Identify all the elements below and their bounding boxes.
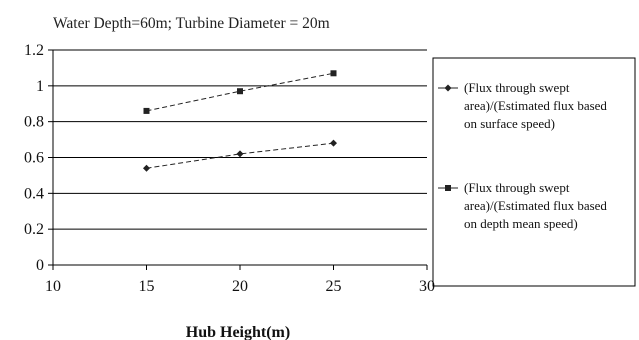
- y-tick-label-5: 1: [36, 78, 44, 95]
- series-0-point-1: [236, 150, 244, 158]
- legend-label-0-line-2: on surface speed): [464, 116, 555, 131]
- series-1-point-1: [237, 88, 243, 95]
- x-axis-label: Hub Height(m): [186, 324, 290, 340]
- axis-layer: 0 0.2 0.4 0.6 0.8 1 1.2 10 15 20 25 30: [24, 42, 435, 295]
- legend-label-0-line-1: area)/(Estimated flux based: [464, 98, 607, 113]
- legend-label-1-line-0: (Flux through swept: [464, 180, 570, 195]
- legend-item-1: (Flux through swept area)/(Estimated flux…: [438, 180, 607, 231]
- legend-box: [432, 57, 636, 287]
- legend: (Flux through swept area)/(Estimated flux…: [432, 57, 636, 287]
- series-0-point-0: [143, 164, 150, 172]
- y-tick-label-4: 0.8: [24, 114, 44, 131]
- legend-swatch-marker-0: [444, 84, 452, 92]
- y-tick-label-1: 0.2: [24, 221, 44, 238]
- y-tick-label-2: 0.4: [24, 185, 44, 202]
- y-tick-label-6: 1.2: [24, 42, 44, 59]
- legend-label-1-line-2: on depth mean speed): [464, 216, 578, 231]
- legend-label-1-line-1: area)/(Estimated flux based: [464, 198, 607, 213]
- y-tick-label-0: 0: [36, 257, 44, 274]
- x-tick-label-0: 10: [45, 278, 61, 295]
- chart-title: Water Depth=60m; Turbine Diameter = 20m: [53, 15, 330, 32]
- series-layer: [143, 70, 337, 172]
- series-1-point-2: [330, 70, 337, 77]
- series-0-point-2: [330, 139, 337, 147]
- legend-label-0-line-0: (Flux through swept: [464, 80, 570, 95]
- x-tick-label-3: 25: [326, 278, 342, 295]
- x-tick-label-4: 30: [419, 278, 435, 295]
- legend-items: (Flux through swept area)/(Estimated flux…: [438, 80, 607, 231]
- y-tick-label-3: 0.6: [24, 150, 44, 167]
- grid-layer: [53, 49, 427, 266]
- x-tick-label-1: 15: [139, 278, 155, 295]
- series-1-point-0: [143, 107, 150, 114]
- legend-item-0: (Flux through swept area)/(Estimated flux…: [438, 80, 607, 131]
- legend-swatch-marker-1: [445, 185, 451, 191]
- x-tick-label-2: 20: [232, 278, 248, 295]
